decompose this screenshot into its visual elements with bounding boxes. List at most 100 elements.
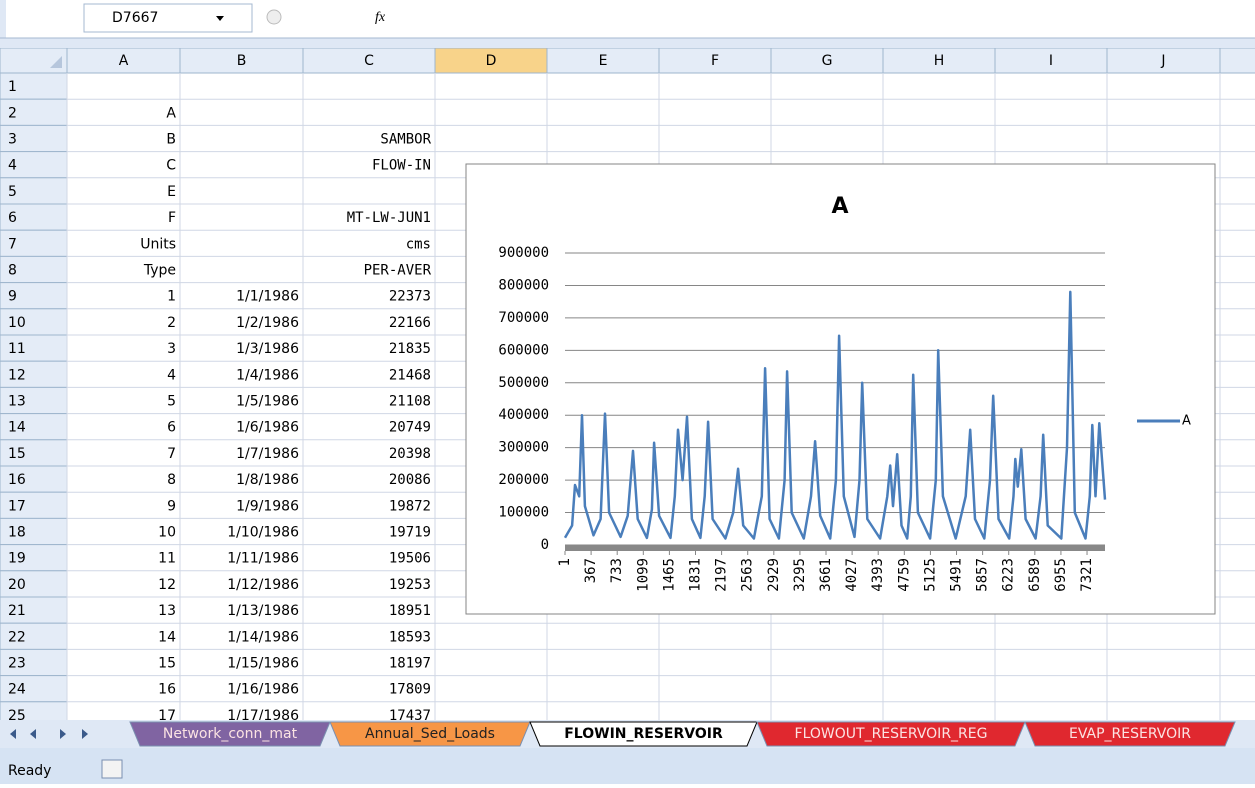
tab-nav[interactable] xyxy=(10,729,16,739)
row-header[interactable] xyxy=(0,491,68,519)
row-number: 7 xyxy=(8,236,17,252)
sheet-tab-label: EVAP_RESERVOIR xyxy=(1069,726,1191,742)
column-header-label: C xyxy=(364,53,374,69)
cell-text: 11 xyxy=(158,551,176,567)
cell-text: 1/13/1986 xyxy=(227,603,299,619)
x-tick-label: 2197 xyxy=(714,558,730,592)
y-tick-label: 800000 xyxy=(498,277,549,293)
x-tick-label: 3661 xyxy=(818,558,834,592)
dropdown-arrow[interactable] xyxy=(216,16,224,21)
row-number: 21 xyxy=(8,603,26,619)
x-tick-label: 7321 xyxy=(1079,558,1095,592)
cell-text: 1/12/1986 xyxy=(227,577,299,593)
column-header[interactable] xyxy=(994,48,1108,74)
column-header[interactable] xyxy=(434,48,548,74)
sheet-tab[interactable] xyxy=(129,721,331,747)
cell-text: 18593 xyxy=(389,629,431,645)
column-header-label: I xyxy=(1049,53,1053,69)
cell-text: 1/10/1986 xyxy=(227,525,299,541)
cell-text: 9 xyxy=(167,498,176,514)
x-tick-label: 1465 xyxy=(661,558,677,592)
cell-text: 8 xyxy=(167,472,176,488)
row-header[interactable] xyxy=(0,255,68,284)
select-all[interactable] xyxy=(50,56,62,68)
x-tick-label: 6955 xyxy=(1053,558,1069,592)
cell-text: 1/7/1986 xyxy=(236,446,299,462)
column-header[interactable] xyxy=(1219,48,1255,74)
y-tick-label: 0 xyxy=(541,537,549,553)
cell-text: 2 xyxy=(167,315,176,331)
cell-text: 1 xyxy=(167,289,176,305)
cell-text: FLOW-IN xyxy=(372,158,431,174)
column-header[interactable] xyxy=(882,48,996,74)
cell-text: 17437 xyxy=(389,708,431,724)
column-header[interactable] xyxy=(179,48,304,74)
row-header[interactable] xyxy=(0,151,68,179)
row-header[interactable] xyxy=(0,360,68,388)
tab-nav[interactable] xyxy=(82,729,88,739)
row-header[interactable] xyxy=(0,413,68,441)
cell-text: 22373 xyxy=(389,289,431,305)
row-number: 23 xyxy=(8,656,26,672)
row-number: 18 xyxy=(8,525,26,541)
cell-text: 1/4/1986 xyxy=(236,367,299,383)
cell-text: 1/16/1986 xyxy=(227,682,299,698)
row-number: 13 xyxy=(8,394,26,410)
row-header[interactable] xyxy=(0,98,68,126)
row-header[interactable] xyxy=(0,124,68,153)
x-tick-label: 6589 xyxy=(1027,558,1043,592)
column-header[interactable] xyxy=(1106,48,1221,74)
x-tick-label: 5491 xyxy=(949,558,965,592)
x-tick-label: 733 xyxy=(609,558,625,583)
sheet-tab[interactable] xyxy=(1024,721,1236,747)
row-number: 15 xyxy=(8,446,26,462)
row-header[interactable] xyxy=(0,517,68,546)
x-tick-label: 1 xyxy=(557,558,573,566)
row-header[interactable] xyxy=(0,308,68,336)
cell-text: Units xyxy=(140,236,176,252)
cell-text: 4 xyxy=(167,367,176,383)
cell-text: 1/5/1986 xyxy=(236,394,299,410)
cell-text: 3 xyxy=(167,341,176,357)
row-number: 25 xyxy=(8,708,26,724)
chart-title: A xyxy=(831,194,848,219)
cell-text: 6 xyxy=(167,420,176,436)
name-box[interactable] xyxy=(83,3,253,33)
column-header[interactable] xyxy=(66,48,181,74)
cell-text: 1/15/1986 xyxy=(227,656,299,672)
sheet-tab[interactable] xyxy=(529,721,758,747)
y-tick-label: 900000 xyxy=(498,245,549,261)
column-header-label: B xyxy=(237,53,247,69)
sheet-tab-label: Annual_Sed_Loads xyxy=(365,726,495,742)
x-tick-label: 1831 xyxy=(688,558,704,592)
name-box-text: D7667 xyxy=(112,10,158,26)
row-header[interactable] xyxy=(0,229,68,257)
cell-text: 1/17/1986 xyxy=(227,708,299,724)
cell-text: 21835 xyxy=(389,341,431,357)
cell-text: PER-AVER xyxy=(364,263,432,279)
tab-nav[interactable] xyxy=(60,729,66,739)
sheet-tab[interactable] xyxy=(756,721,1026,747)
sheet-tab[interactable] xyxy=(329,721,531,747)
cell-text: 19506 xyxy=(389,551,431,567)
column-header-label: F xyxy=(711,53,719,69)
y-tick-label: 200000 xyxy=(498,472,549,488)
cell-text: 1/6/1986 xyxy=(236,420,299,436)
cell-text: cms xyxy=(406,236,431,252)
cell-text: 20086 xyxy=(389,472,431,488)
y-tick-label: 300000 xyxy=(498,440,549,456)
cell-text: 1/11/1986 xyxy=(227,551,299,567)
series-line xyxy=(563,290,1107,540)
cell-text: F xyxy=(168,210,176,226)
cell-text: 22166 xyxy=(389,315,431,331)
sheet-tab-label: Network_conn_mat xyxy=(163,726,298,742)
fx-icon[interactable]: fx xyxy=(375,10,386,25)
sheet-tabs: Network_conn_mat Annual_Sed_Loads FLOWIN_R… xyxy=(0,720,1255,748)
cell-text: 1/14/1986 xyxy=(227,629,299,645)
row-header[interactable] xyxy=(0,622,68,650)
macro-icon[interactable] xyxy=(101,759,123,779)
column-header-label: J xyxy=(1160,53,1165,69)
row-header[interactable] xyxy=(0,544,68,572)
tab-nav[interactable] xyxy=(30,729,36,739)
